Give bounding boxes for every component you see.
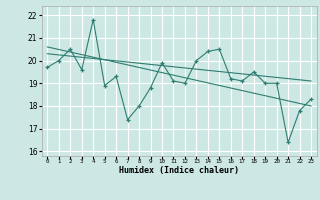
- X-axis label: Humidex (Indice chaleur): Humidex (Indice chaleur): [119, 166, 239, 175]
